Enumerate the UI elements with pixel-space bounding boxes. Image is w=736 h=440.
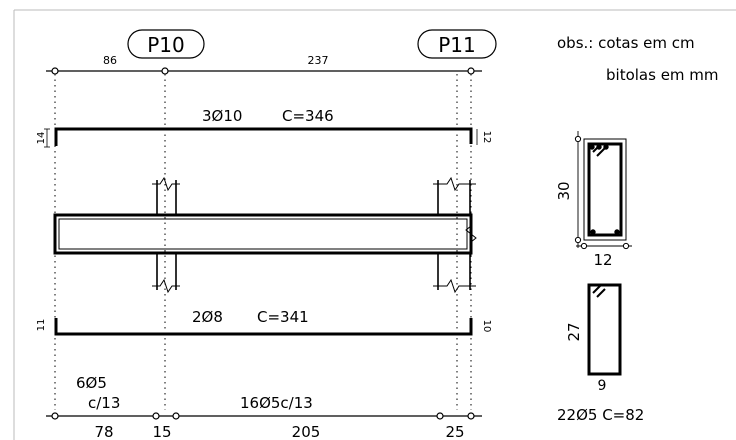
cross-section [574,131,632,250]
stirrup-height: 27 [565,322,583,341]
beam-elevation [53,176,477,294]
bottom-bar-hook-right: 10 [481,320,492,333]
bottom-bar-spec: 2Ø8 [192,308,223,326]
top-bar-hook-left-dim [44,128,50,148]
top-bar-length: C=346 [282,107,334,125]
bottom-bar-hook-left: 11 [36,319,47,332]
pillar-label-p11: P11 [438,33,476,57]
pillar-label-p10-frame [127,29,205,59]
top-dim-left: 86 [103,54,117,67]
bottom-dim-3: 205 [292,423,321,440]
stirrup-detail-shape [587,283,622,376]
top-bar-hook-left: 14 [36,132,47,145]
stirrup-middle-group: 16Ø5c/13 [240,394,313,412]
top-bar-hook-right: 12 [481,131,492,144]
top-dimension-line [46,67,482,75]
bottom-dimension-line [46,412,482,420]
pillar-label-p10: P10 [147,33,185,57]
top-dim-right: 237 [308,54,329,67]
pillar-label-p11-frame [417,29,497,59]
bottom-dim-2: 15 [152,423,171,440]
note-units-mm: bitolas em mm [606,66,719,84]
note-units-cm: obs.: cotas em cm [557,34,695,52]
bottom-bar-length: C=341 [257,308,309,326]
top-bar-shape [54,127,473,146]
stirrup-left-spacing: c/13 [88,394,120,412]
section-height: 30 [555,181,573,200]
bottom-bar-shape [54,318,473,336]
reference-dotted-lines [54,74,472,410]
top-bar-spec: 3Ø10 [202,107,242,125]
stirrup-spec: 22Ø5 C=82 [557,406,644,424]
stirrup-left-count: 6Ø5 [76,374,107,392]
bottom-dim-4: 25 [445,423,464,440]
section-width: 12 [593,251,612,269]
bottom-dim-1: 78 [94,423,113,440]
stirrup-width: 9 [598,378,607,394]
